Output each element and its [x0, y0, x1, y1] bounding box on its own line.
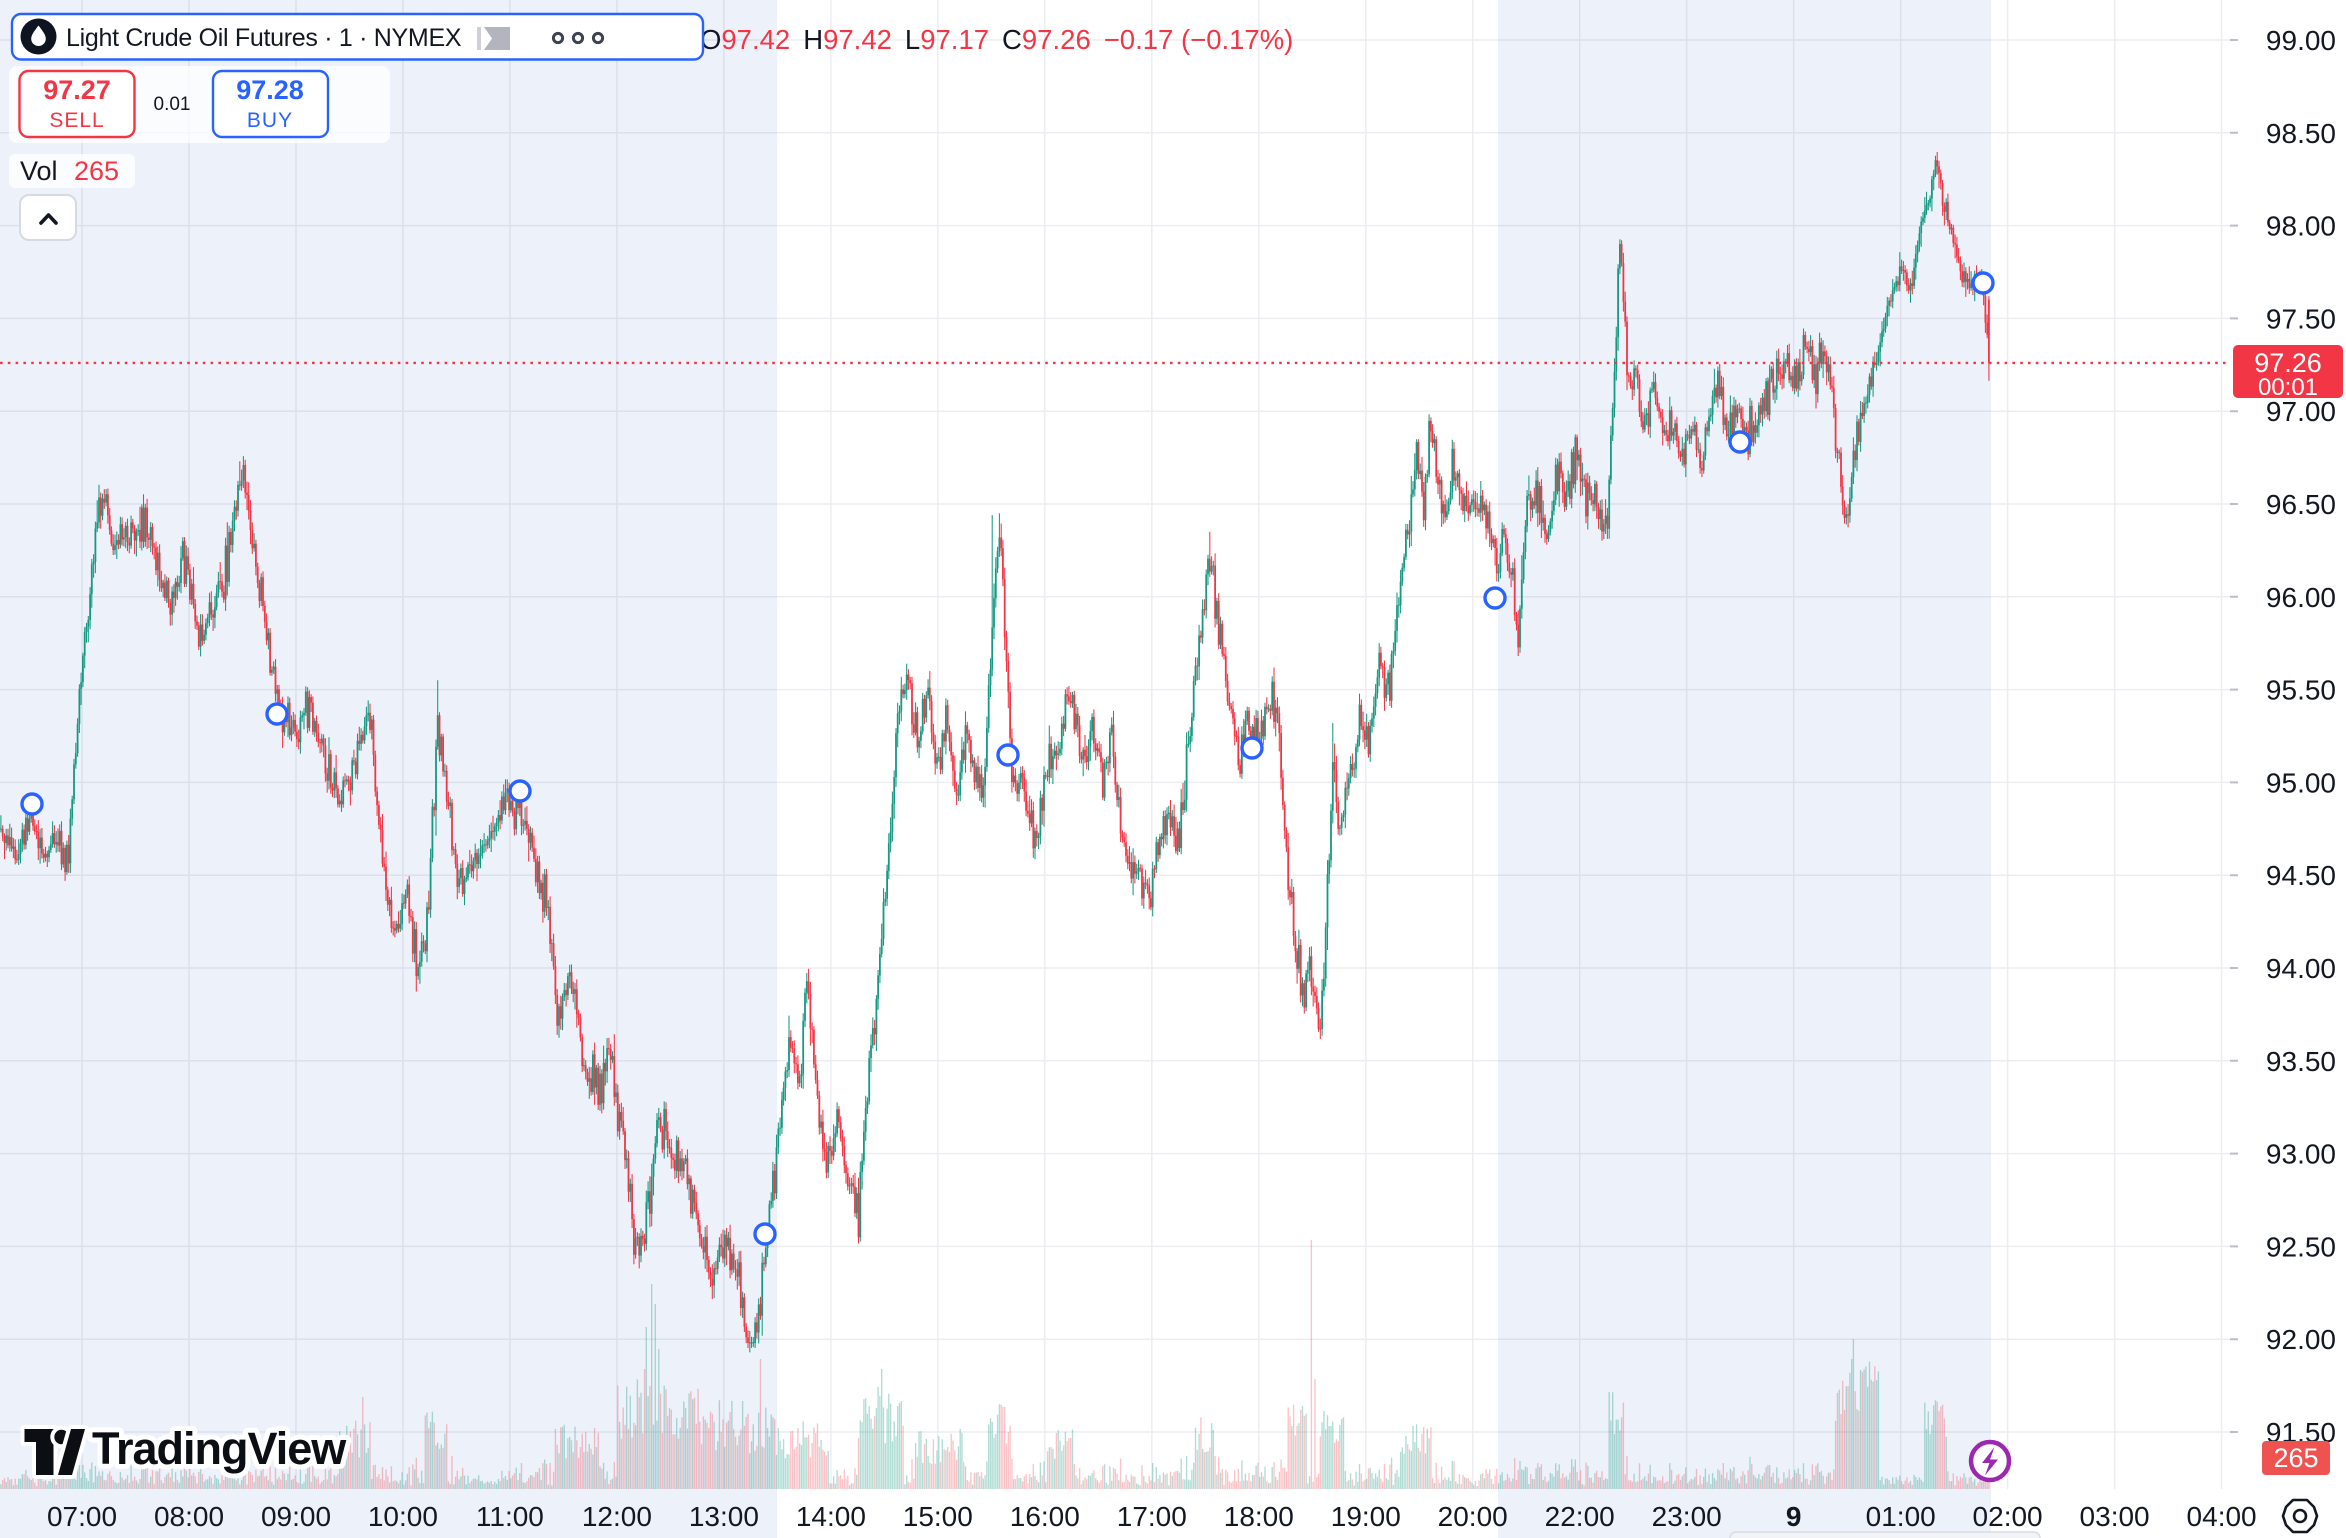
- svg-text:13:00: 13:00: [689, 1501, 759, 1532]
- svg-text:97.00: 97.00: [2266, 396, 2336, 427]
- svg-text:17:00: 17:00: [1117, 1501, 1187, 1532]
- svg-text:22:00: 22:00: [1545, 1501, 1615, 1532]
- svg-text:96.50: 96.50: [2266, 489, 2336, 520]
- svg-text:265: 265: [2273, 1443, 2318, 1473]
- svg-text:Vol: Vol: [20, 156, 58, 186]
- svg-text:TradingView: TradingView: [92, 1423, 347, 1474]
- svg-text:97.28: 97.28: [236, 75, 304, 105]
- svg-text:18:00: 18:00: [1224, 1501, 1294, 1532]
- svg-text:11:00: 11:00: [476, 1501, 544, 1532]
- svg-text:97.27: 97.27: [43, 75, 111, 105]
- svg-text:92.00: 92.00: [2266, 1324, 2336, 1355]
- svg-text:00:01: 00:01: [2258, 374, 2318, 401]
- svg-text:93.00: 93.00: [2266, 1139, 2336, 1170]
- svg-text:07:00: 07:00: [47, 1501, 117, 1532]
- svg-text:95.00: 95.00: [2266, 767, 2336, 798]
- svg-text:94.00: 94.00: [2266, 953, 2336, 984]
- svg-text:19:00: 19:00: [1331, 1501, 1401, 1532]
- svg-text:9: 9: [1786, 1501, 1802, 1532]
- svg-text:03:00: 03:00: [2080, 1501, 2150, 1532]
- svg-text:Light Crude Oil Futures · 1 ·: Light Crude Oil Futures · 1 · NYMEX: [66, 24, 462, 52]
- svg-text:SELL: SELL: [49, 109, 104, 132]
- svg-text:0.01: 0.01: [154, 94, 191, 115]
- svg-text:02:00: 02:00: [1973, 1501, 2043, 1532]
- svg-text:12:00: 12:00: [582, 1501, 652, 1532]
- svg-text:01:00: 01:00: [1866, 1501, 1936, 1532]
- svg-text:97.50: 97.50: [2266, 303, 2336, 334]
- svg-text:99.00: 99.00: [2266, 25, 2336, 56]
- svg-text:96.00: 96.00: [2266, 582, 2336, 613]
- svg-text:10:00: 10:00: [368, 1501, 438, 1532]
- svg-text:BUY: BUY: [247, 109, 293, 132]
- svg-text:20:00: 20:00: [1438, 1501, 1508, 1532]
- svg-text:04:00: 04:00: [2187, 1501, 2257, 1532]
- svg-text:97.26: 97.26: [2254, 348, 2322, 378]
- svg-text:265: 265: [74, 156, 119, 186]
- svg-text:94.50: 94.50: [2266, 860, 2336, 891]
- svg-text:08:00: 08:00: [154, 1501, 224, 1532]
- svg-text:95.50: 95.50: [2266, 675, 2336, 706]
- svg-text:93.50: 93.50: [2266, 1046, 2336, 1077]
- svg-text:98.50: 98.50: [2266, 118, 2336, 149]
- svg-text:16:00: 16:00: [1010, 1501, 1080, 1532]
- svg-text:98.00: 98.00: [2266, 211, 2336, 242]
- svg-text:15:00: 15:00: [903, 1501, 973, 1532]
- svg-text:92.50: 92.50: [2266, 1231, 2336, 1262]
- svg-text:14:00: 14:00: [796, 1501, 866, 1532]
- svg-text:09:00: 09:00: [261, 1501, 331, 1532]
- svg-text:23:00: 23:00: [1652, 1501, 1722, 1532]
